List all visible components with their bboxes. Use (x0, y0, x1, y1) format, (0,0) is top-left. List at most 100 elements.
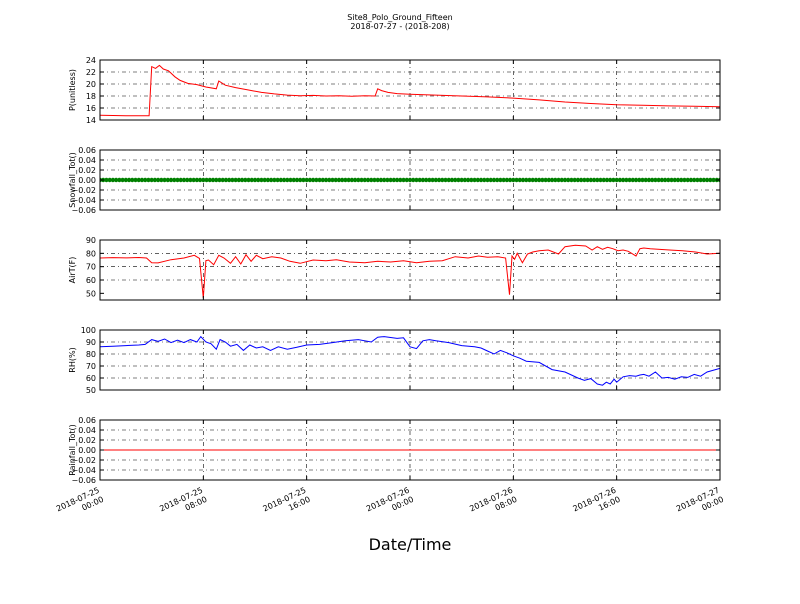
y-tick-label: 0.00 (78, 176, 96, 185)
data-point (197, 177, 203, 183)
data-point (346, 177, 351, 183)
data-point (575, 177, 581, 183)
data-point (546, 177, 552, 183)
data-point (398, 177, 403, 183)
y-tick-label: −0.04 (71, 196, 96, 205)
x-tick-label: 2018-07-2508:00 (158, 486, 208, 523)
data-point (281, 177, 287, 183)
data-point (559, 177, 564, 183)
data-point (343, 177, 348, 183)
data-point (688, 177, 694, 183)
data-point (598, 177, 603, 183)
data-point (459, 177, 464, 183)
data-point (246, 177, 251, 183)
x-tick-label: 2018-07-2500:00 (55, 486, 105, 523)
data-point (695, 177, 700, 183)
plot-area (100, 335, 720, 386)
series-line (100, 335, 720, 386)
y-axis-label: AirT(F) (68, 257, 77, 284)
data-point (404, 177, 409, 183)
x-tick-label: 2018-07-2700:00 (675, 486, 725, 523)
data-point (566, 177, 571, 183)
data-point (291, 177, 296, 183)
data-point (175, 177, 180, 183)
data-point (310, 177, 316, 183)
series-line (100, 244, 720, 299)
y-tick-label: −0.06 (71, 206, 96, 215)
data-point (662, 177, 668, 183)
data-point (704, 177, 710, 183)
y-tick-label: 0.04 (78, 426, 96, 435)
data-point (578, 177, 584, 183)
y-tick-label: 0.04 (78, 156, 96, 165)
data-point (411, 177, 416, 183)
data-point (159, 177, 164, 183)
data-point (675, 177, 681, 183)
data-point (485, 177, 490, 183)
data-point (617, 177, 623, 183)
data-point (482, 177, 487, 183)
y-tick-label: 90 (86, 236, 96, 245)
data-point (323, 177, 329, 183)
y-tick-label: 100 (81, 326, 96, 335)
data-point (462, 177, 468, 183)
data-point (646, 177, 652, 183)
data-point (214, 177, 219, 183)
y-tick-label: −0.02 (71, 186, 96, 195)
data-point (456, 177, 461, 183)
data-point (194, 177, 200, 183)
data-point (524, 177, 529, 183)
data-point (369, 177, 374, 183)
data-point (268, 177, 274, 183)
data-point (620, 177, 626, 183)
data-point (494, 177, 500, 183)
data-point (327, 177, 332, 183)
data-point (591, 177, 597, 183)
data-point (201, 177, 206, 183)
data-point (252, 177, 258, 183)
y-tick-label: 14 (86, 116, 96, 125)
y-tick-label: 0.06 (78, 416, 96, 425)
x-axis-label: Date/Time (369, 535, 452, 554)
data-point (165, 177, 171, 183)
data-point (146, 177, 151, 183)
data-point (126, 177, 132, 183)
data-point (656, 177, 661, 183)
data-point (349, 177, 355, 183)
data-point (333, 177, 338, 183)
data-point (272, 177, 277, 183)
x-tick-label: 2018-07-2616:00 (572, 486, 622, 523)
y-axis-label: P(unitless) (68, 69, 77, 111)
data-point (362, 177, 367, 183)
data-point (666, 177, 671, 183)
data-point (649, 177, 655, 183)
data-point (259, 177, 264, 183)
data-point (572, 177, 577, 183)
data-point (611, 177, 616, 183)
data-point (285, 177, 290, 183)
plot-area (100, 177, 720, 183)
data-point (339, 177, 345, 183)
data-point (637, 177, 642, 183)
data-point (511, 177, 516, 183)
data-point (304, 177, 309, 183)
panel-3: 50 60 70 80 90 AirT(F) (68, 236, 721, 301)
data-point (155, 177, 161, 183)
data-point (220, 177, 225, 183)
data-point (608, 177, 613, 183)
data-point (472, 177, 477, 183)
data-point (210, 177, 216, 183)
data-point (330, 177, 335, 183)
data-point (207, 177, 212, 183)
data-point (388, 177, 393, 183)
y-tick-label: 0.02 (78, 436, 96, 445)
data-point (265, 177, 271, 183)
data-point (498, 177, 503, 183)
series-line (100, 64, 720, 117)
data-point (475, 177, 481, 183)
data-point (682, 177, 687, 183)
data-point (188, 177, 193, 183)
data-point (659, 177, 665, 183)
data-point (569, 177, 574, 183)
